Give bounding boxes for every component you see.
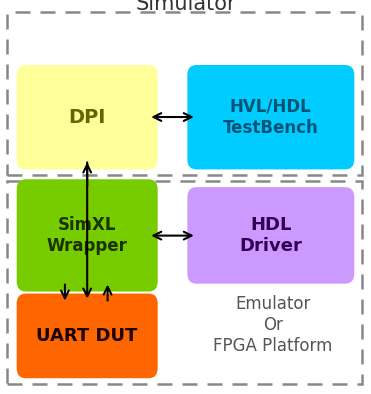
FancyBboxPatch shape xyxy=(187,187,354,284)
FancyBboxPatch shape xyxy=(187,65,354,169)
FancyBboxPatch shape xyxy=(17,65,158,169)
Text: HDL
Driver: HDL Driver xyxy=(239,216,302,255)
Text: DPI: DPI xyxy=(69,108,106,127)
FancyBboxPatch shape xyxy=(17,294,158,378)
Text: Simulator: Simulator xyxy=(135,0,236,14)
Text: SimXL
Wrapper: SimXL Wrapper xyxy=(47,216,128,255)
FancyBboxPatch shape xyxy=(17,179,158,292)
Text: UART DUT: UART DUT xyxy=(36,327,138,345)
Text: HVL/HDL
TestBench: HVL/HDL TestBench xyxy=(223,98,319,137)
Text: Emulator
Or
FPGA Platform: Emulator Or FPGA Platform xyxy=(213,295,332,355)
